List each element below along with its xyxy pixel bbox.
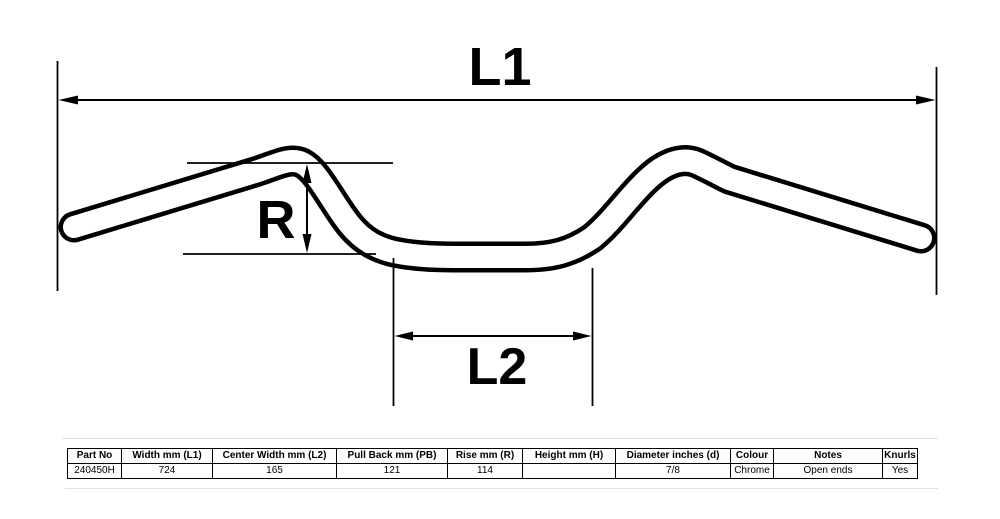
cell-colour: Chrome xyxy=(730,463,774,479)
cell-part-no: 240450H xyxy=(67,463,122,479)
col-header-pull-back-pb: Pull Back mm (PB) xyxy=(336,448,448,464)
col-header-part-no: Part No xyxy=(67,448,122,464)
cell-width-l1: 724 xyxy=(121,463,213,479)
cell-center-width-l2: 165 xyxy=(212,463,337,479)
spec-table-data-row: 240450H 724 165 121 114 7/8 Chrome Open … xyxy=(67,463,918,479)
handlebar-diagram: L1 R L2 xyxy=(56,37,938,406)
r-arrowhead-top xyxy=(302,164,312,183)
r-arrowhead-bottom xyxy=(302,234,312,253)
cell-height-h xyxy=(522,463,616,479)
cell-diameter-d: 7/8 xyxy=(615,463,731,479)
scan-artifact-line-bottom xyxy=(65,488,938,489)
col-header-center-width-l2: Center Width mm (L2) xyxy=(212,448,337,464)
col-header-colour: Colour xyxy=(730,448,774,464)
col-header-height-h: Height mm (H) xyxy=(522,448,616,464)
l1-label: L1 xyxy=(468,37,531,97)
col-header-diameter-d: Diameter inches (d) xyxy=(615,448,731,464)
cell-pull-back-pb: 121 xyxy=(336,463,448,479)
cell-knurls: Yes xyxy=(882,463,918,479)
l1-arrowhead-right xyxy=(916,95,936,105)
l1-arrowhead-left xyxy=(58,95,78,105)
handlebar-tube xyxy=(58,145,937,273)
spec-table: Part No Width mm (L1) Center Width mm (L… xyxy=(67,448,918,479)
col-header-knurls: Knurls xyxy=(882,448,918,464)
l2-label: L2 xyxy=(467,338,528,396)
cell-rise-r: 114 xyxy=(447,463,523,479)
col-header-rise-r: Rise mm (R) xyxy=(447,448,523,464)
tube-core xyxy=(63,149,932,268)
cell-notes: Open ends xyxy=(773,463,883,479)
dimension-l2: L2 xyxy=(392,258,594,406)
dimension-l1: L1 xyxy=(56,37,938,295)
r-label: R xyxy=(257,190,296,250)
l2-arrowhead-right xyxy=(573,331,592,341)
col-header-notes: Notes xyxy=(773,448,883,464)
col-header-width-l1: Width mm (L1) xyxy=(121,448,213,464)
scan-artifact-line-top xyxy=(62,438,938,439)
l2-arrowhead-left xyxy=(394,331,413,341)
spec-table-header-row: Part No Width mm (L1) Center Width mm (L… xyxy=(67,448,918,464)
dimension-r: R xyxy=(183,162,393,255)
